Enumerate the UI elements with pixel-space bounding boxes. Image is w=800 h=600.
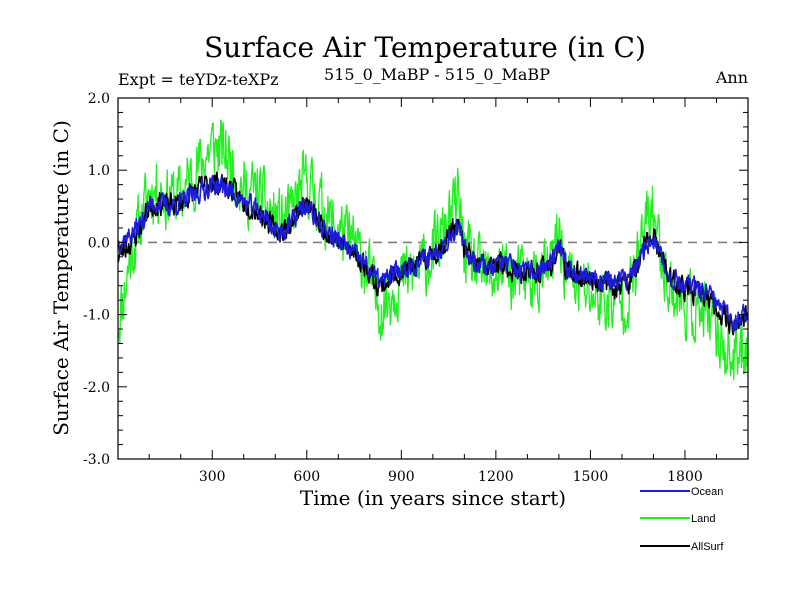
x-axis-label: Time (in years since start): [300, 486, 566, 510]
x-tick-label: 300: [199, 469, 226, 485]
season-label: Ann: [715, 68, 748, 87]
series-line-land: [117, 119, 749, 381]
legend-label-ocean: Ocean: [691, 486, 723, 498]
y-tick-label: 1.0: [88, 163, 110, 179]
x-tick-label: 600: [293, 469, 320, 485]
x-tick-label: 1200: [478, 469, 514, 485]
y-tick-label: -2.0: [83, 380, 110, 396]
x-axis: 300 600 900 1200 1500 1800: [148, 98, 717, 485]
y-axis: -3.0 -2.0 -1.0 0.0 1.0 2.0: [83, 91, 748, 468]
y-tick-label: -3.0: [83, 452, 110, 468]
series-line-ocean: [117, 174, 749, 334]
legend: Ocean Land AllSurf: [640, 486, 724, 553]
experiment-label: Expt = teYDz-teXPz: [118, 70, 279, 89]
plot-area: [117, 119, 749, 381]
y-axis-label: Surface Air Temperature (in C): [49, 120, 73, 436]
y-tick-label: 2.0: [88, 91, 110, 107]
y-tick-label: 0.0: [88, 235, 110, 251]
x-tick-label: 1800: [667, 469, 703, 485]
x-tick-label: 1500: [573, 469, 609, 485]
y-tick-label: -1.0: [83, 308, 110, 324]
period-label: 515_0_MaBP - 515_0_MaBP: [324, 65, 550, 84]
chart-title: Surface Air Temperature (in C): [204, 31, 646, 64]
x-tick-label: 900: [388, 469, 415, 485]
plot-frame: [117, 97, 749, 460]
legend-label-allsurf: AllSurf: [691, 541, 724, 553]
legend-label-land: Land: [691, 513, 715, 525]
